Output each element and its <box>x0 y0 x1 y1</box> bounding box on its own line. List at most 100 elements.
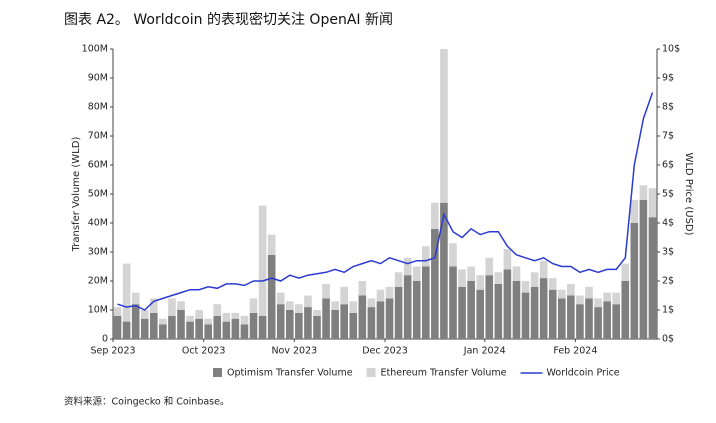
bar <box>149 312 158 339</box>
bar <box>440 202 448 339</box>
price-line <box>117 92 654 311</box>
bar <box>322 298 330 339</box>
chart-title: 图表 A2。 Worldcoin 的表现密切关注 OpenAI 新闻 <box>64 11 393 28</box>
y2-tick-label: 1$ <box>662 305 674 316</box>
bar <box>612 292 621 305</box>
bar <box>512 281 521 339</box>
y2-tick-label: 0$ <box>662 334 674 345</box>
bar <box>412 266 421 281</box>
bar <box>331 310 339 339</box>
bar <box>449 243 457 267</box>
y2-axis-title: WLD Price (USD) <box>683 152 694 235</box>
bar <box>530 272 539 287</box>
bar <box>485 257 494 276</box>
bar <box>204 318 213 325</box>
bar <box>367 298 376 308</box>
bar <box>186 315 194 322</box>
legend-label: Worldcoin Price <box>547 368 620 379</box>
bar <box>476 275 485 290</box>
x-tick-label: Sep 2023 <box>90 346 135 357</box>
bar <box>440 49 448 203</box>
x-tick-label: Nov 2023 <box>271 346 317 357</box>
bar <box>421 266 430 339</box>
y-tick-label: 60M <box>88 160 108 171</box>
bar <box>467 266 475 281</box>
bar <box>149 298 158 313</box>
bar <box>195 318 203 339</box>
y-tick-label: 70M <box>88 131 108 142</box>
bar <box>349 301 358 313</box>
bar <box>322 283 330 299</box>
y-tick-label: 40M <box>88 218 108 229</box>
bar <box>585 286 593 299</box>
y2-tick-label: 5$ <box>662 189 674 200</box>
bar <box>295 312 303 339</box>
bar <box>140 310 149 319</box>
y-tick-label: 30M <box>88 247 108 258</box>
bar <box>240 324 249 339</box>
bar <box>122 263 131 322</box>
bar <box>476 289 485 339</box>
bar <box>567 295 575 339</box>
bar <box>304 307 312 339</box>
bar <box>276 304 285 339</box>
bar <box>403 275 412 339</box>
source-note: 资料来源：Coingecko 和 Coinbase。 <box>64 396 229 408</box>
bar <box>267 254 276 339</box>
bar <box>131 292 140 305</box>
y-tick-label: 50M <box>88 189 108 200</box>
bar <box>394 272 403 287</box>
bar <box>240 315 249 325</box>
y-axis-title: Transfer Volume (WLD) <box>71 137 82 253</box>
legend-label: Ethereum Transfer Volume <box>381 368 507 379</box>
bar <box>512 266 521 281</box>
bar <box>204 324 213 339</box>
bar <box>576 304 584 339</box>
bar <box>159 324 167 339</box>
y-tick-label: 100M <box>82 44 108 55</box>
bar <box>177 301 185 310</box>
y2-tick-label: 9$ <box>662 73 674 84</box>
bar <box>639 199 648 339</box>
bar <box>140 318 149 339</box>
y2-tick-label: 8$ <box>662 102 674 113</box>
bar <box>603 292 611 302</box>
bar <box>458 269 466 287</box>
bar <box>621 263 630 281</box>
bar <box>285 310 294 339</box>
y-tick-label: 0 <box>102 334 108 345</box>
bar <box>131 304 140 339</box>
bar <box>612 304 621 339</box>
bar <box>485 275 494 339</box>
y2-tick-label: 7$ <box>662 131 674 142</box>
bar <box>431 202 439 229</box>
bar <box>548 278 557 290</box>
x-tick-label: Jan 2024 <box>463 346 506 357</box>
bar <box>113 315 122 339</box>
bar <box>376 289 385 302</box>
bar <box>358 295 367 339</box>
bar <box>494 283 503 339</box>
bar <box>313 310 321 316</box>
bar <box>431 228 439 339</box>
bar <box>539 278 548 339</box>
bar <box>231 318 240 339</box>
bar <box>295 304 303 313</box>
bar <box>331 301 339 310</box>
bar <box>168 315 176 339</box>
bar <box>494 272 503 284</box>
bar <box>503 249 512 270</box>
bar <box>304 295 312 308</box>
legend-swatch <box>366 368 376 377</box>
bar <box>521 292 530 339</box>
bar <box>458 286 466 339</box>
bar <box>113 307 122 316</box>
y-tick-label: 80M <box>88 102 108 113</box>
y2-tick-label: 2$ <box>662 276 674 287</box>
bar <box>122 321 131 339</box>
bar <box>213 304 222 316</box>
bar <box>585 298 593 339</box>
bar <box>195 310 203 319</box>
bar <box>630 199 639 223</box>
bar <box>503 269 512 339</box>
